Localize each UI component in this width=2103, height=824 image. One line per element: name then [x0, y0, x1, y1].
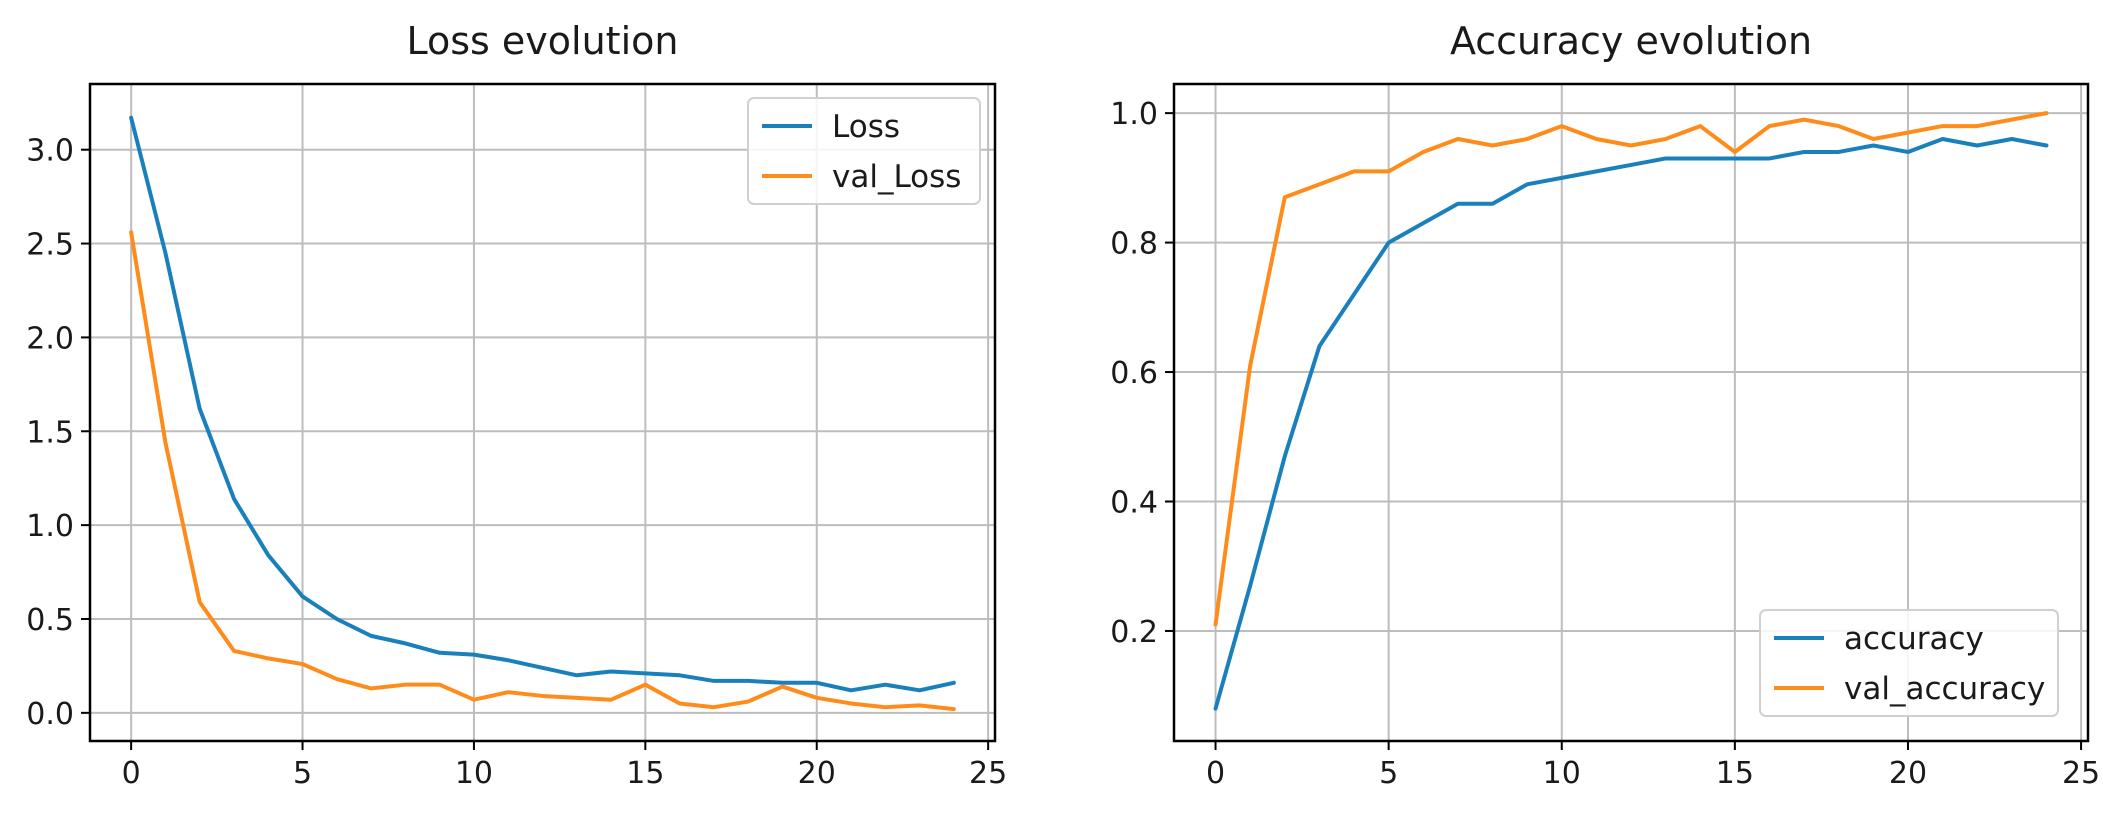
x-tick-label: 0	[122, 756, 141, 791]
y-tick-label: 3.0	[26, 134, 74, 169]
y-tick-label: 0.6	[1110, 356, 1158, 391]
legend: Loss val_Loss	[747, 97, 981, 205]
y-tick-label: 0.5	[26, 603, 74, 638]
legend: accuracy val_accuracy	[1759, 609, 2059, 717]
series-line-accuracy	[1213, 137, 2049, 711]
axes-frame	[88, 82, 997, 743]
x-tick-label: 15	[626, 756, 664, 791]
y-tick-label: 0.0	[26, 697, 74, 732]
y-tick-label: 1.0	[1110, 97, 1158, 132]
x-tick-label: 10	[455, 756, 493, 791]
axes-frame	[1172, 82, 2090, 743]
chart-title: Loss evolution	[407, 19, 679, 63]
x-tick-label: 0	[1206, 756, 1225, 791]
x-tick-label: 5	[293, 756, 312, 791]
x-tick-label: 25	[2062, 756, 2100, 791]
y-tick-label: 0.8	[1110, 227, 1158, 262]
x-tick-label: 10	[1543, 756, 1581, 791]
x-tick-label: 25	[969, 756, 1007, 791]
y-tick-label: 1.5	[26, 415, 74, 450]
legend-label: accuracy	[1844, 621, 1984, 657]
x-tick-label: 20	[1889, 756, 1927, 791]
chart-title: Accuracy evolution	[1450, 19, 1812, 63]
loss-chart: 0 5 10 15 20 25 0.0 0.5 1.0 1.5 2.0 2.5 3.0 Loss evol…	[26, 19, 1007, 791]
x-tick-label: 20	[798, 756, 836, 791]
y-tick-label: 2.0	[26, 321, 74, 356]
legend-label: val_Loss	[832, 159, 961, 195]
y-tick-label: 0.2	[1110, 615, 1158, 650]
series-line-val-accuracy	[1213, 111, 2049, 627]
y-tick-label: 1.0	[26, 509, 74, 544]
legend-box	[1759, 609, 2059, 717]
x-tick-label: 5	[1379, 756, 1398, 791]
series-line-val-loss	[129, 230, 956, 712]
series-line-loss	[129, 115, 956, 693]
legend-label: val_accuracy	[1844, 671, 2045, 707]
legend-label: Loss	[832, 109, 900, 145]
y-tick-label: 0.4	[1110, 486, 1158, 521]
accuracy-chart: 0 5 10 15 20 25 0.2 0.4 0.6 0.8 1.0 Accuracy evolut…	[1110, 19, 2100, 791]
x-tick-label: 15	[1716, 756, 1754, 791]
y-tick-label: 2.5	[26, 228, 74, 263]
